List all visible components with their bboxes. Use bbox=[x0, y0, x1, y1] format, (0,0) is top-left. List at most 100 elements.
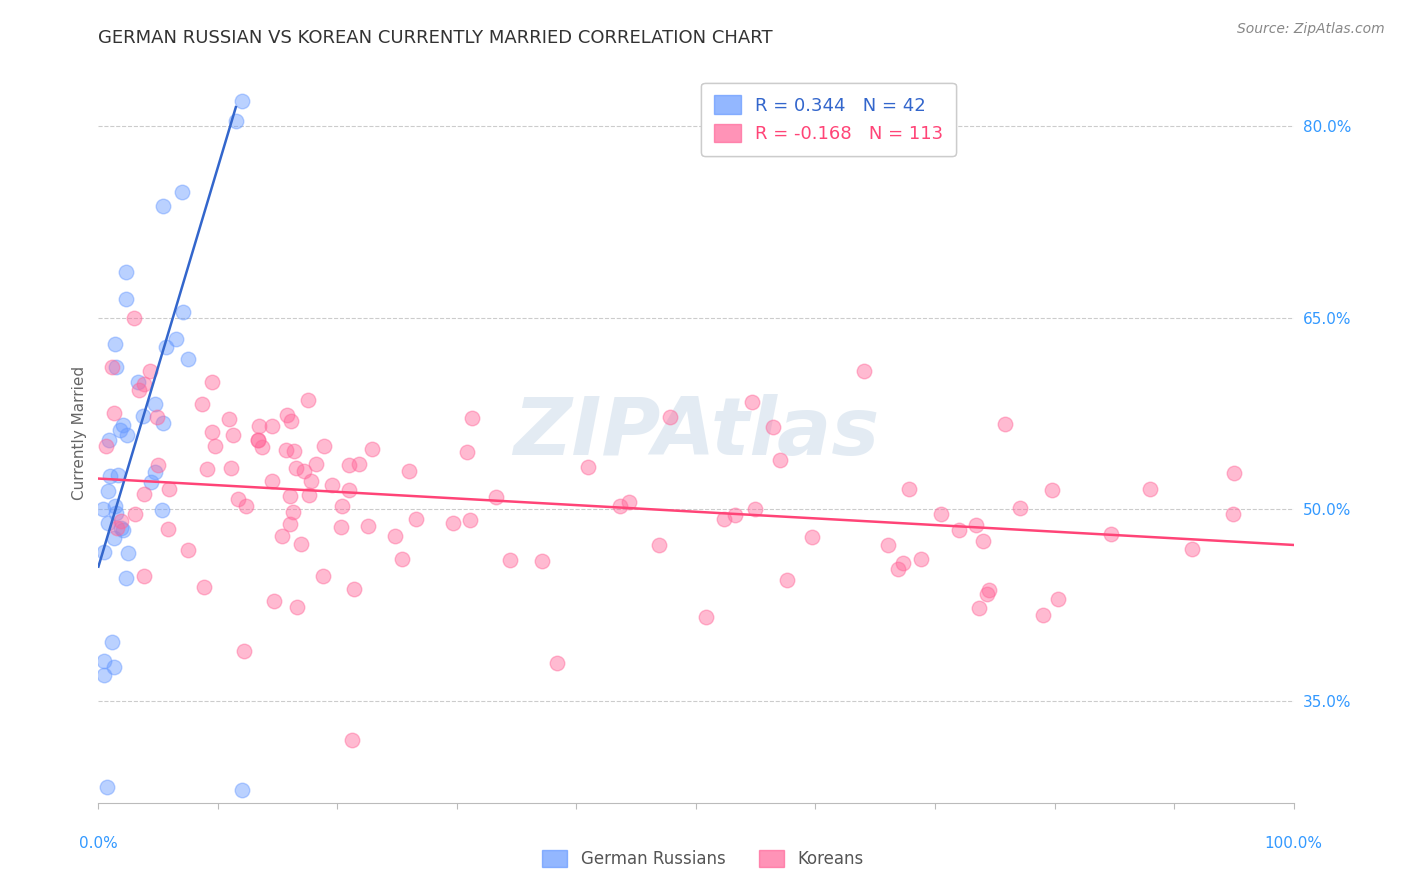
Text: 100.0%: 100.0% bbox=[1264, 836, 1323, 851]
Point bbox=[278, 516, 301, 531]
Point bbox=[485, 490, 508, 504]
Point bbox=[384, 529, 406, 543]
Point bbox=[898, 482, 921, 496]
Point bbox=[1040, 483, 1063, 497]
Point bbox=[97, 516, 120, 531]
Point bbox=[128, 384, 150, 398]
Point bbox=[292, 464, 315, 478]
Point bbox=[1032, 607, 1054, 622]
Point bbox=[617, 494, 640, 508]
Point bbox=[97, 484, 120, 499]
Point bbox=[741, 394, 763, 409]
Point bbox=[93, 545, 115, 559]
Point bbox=[929, 507, 952, 521]
Point bbox=[172, 305, 194, 319]
Point bbox=[332, 499, 354, 513]
Point bbox=[115, 427, 138, 442]
Point bbox=[276, 409, 298, 423]
Point bbox=[201, 425, 224, 439]
Text: GERMAN RUSSIAN VS KOREAN CURRENTLY MARRIED CORRELATION CHART: GERMAN RUSSIAN VS KOREAN CURRENTLY MARRI… bbox=[98, 29, 773, 47]
Point bbox=[132, 376, 155, 391]
Point bbox=[297, 392, 319, 407]
Point bbox=[103, 532, 125, 546]
Point bbox=[659, 409, 682, 424]
Point bbox=[887, 562, 910, 576]
Point bbox=[1099, 527, 1122, 541]
Point bbox=[337, 458, 360, 472]
Point bbox=[191, 397, 214, 411]
Point bbox=[1010, 501, 1032, 516]
Point bbox=[263, 593, 285, 607]
Point bbox=[204, 439, 226, 453]
Point bbox=[247, 433, 270, 447]
Point bbox=[287, 599, 309, 614]
Point bbox=[139, 475, 162, 490]
Point bbox=[398, 464, 420, 478]
Point bbox=[172, 185, 194, 199]
Point bbox=[225, 114, 247, 128]
Point bbox=[891, 556, 914, 570]
Point bbox=[762, 420, 785, 434]
Point bbox=[155, 340, 177, 354]
Point bbox=[98, 433, 121, 447]
Point bbox=[713, 512, 735, 526]
Point bbox=[105, 521, 128, 535]
Point bbox=[107, 467, 129, 482]
Point bbox=[976, 587, 998, 601]
Point bbox=[152, 416, 174, 430]
Point bbox=[260, 474, 283, 488]
Point bbox=[228, 492, 250, 507]
Point bbox=[193, 580, 215, 594]
Point bbox=[235, 500, 257, 514]
Point bbox=[280, 413, 302, 427]
Point bbox=[576, 459, 599, 474]
Point bbox=[994, 417, 1017, 432]
Point bbox=[281, 505, 304, 519]
Point bbox=[104, 499, 127, 513]
Point bbox=[112, 523, 135, 537]
Point bbox=[723, 508, 745, 522]
Point bbox=[152, 198, 174, 212]
Point bbox=[231, 783, 253, 797]
Point bbox=[343, 582, 366, 596]
Point bbox=[1223, 466, 1246, 480]
Point bbox=[246, 433, 269, 447]
Point bbox=[456, 445, 478, 459]
Point bbox=[1180, 541, 1202, 556]
Point bbox=[115, 265, 138, 279]
Text: 0.0%: 0.0% bbox=[79, 836, 118, 851]
Point bbox=[103, 660, 125, 674]
Point bbox=[103, 406, 125, 420]
Point bbox=[218, 412, 240, 426]
Point bbox=[117, 546, 139, 560]
Point bbox=[105, 506, 128, 520]
Point bbox=[1047, 592, 1070, 607]
Point bbox=[231, 94, 253, 108]
Point bbox=[305, 457, 328, 471]
Point bbox=[461, 411, 484, 425]
Point bbox=[146, 458, 169, 473]
Point bbox=[122, 311, 145, 326]
Point bbox=[145, 409, 167, 424]
Point bbox=[357, 519, 380, 533]
Point bbox=[94, 439, 117, 453]
Y-axis label: Currently Married: Currently Married bbox=[72, 366, 87, 500]
Point bbox=[104, 337, 127, 351]
Point bbox=[337, 483, 360, 497]
Point bbox=[219, 460, 242, 475]
Point bbox=[800, 530, 823, 544]
Point bbox=[260, 419, 283, 434]
Point bbox=[111, 417, 134, 432]
Point bbox=[769, 453, 792, 467]
Point bbox=[360, 442, 382, 456]
Point bbox=[201, 375, 224, 389]
Point bbox=[221, 427, 243, 442]
Point bbox=[143, 466, 166, 480]
Point bbox=[648, 538, 671, 552]
Point bbox=[93, 654, 115, 668]
Point bbox=[195, 462, 218, 476]
Point bbox=[139, 364, 162, 378]
Point bbox=[312, 568, 335, 582]
Point bbox=[127, 375, 149, 389]
Point bbox=[298, 488, 321, 502]
